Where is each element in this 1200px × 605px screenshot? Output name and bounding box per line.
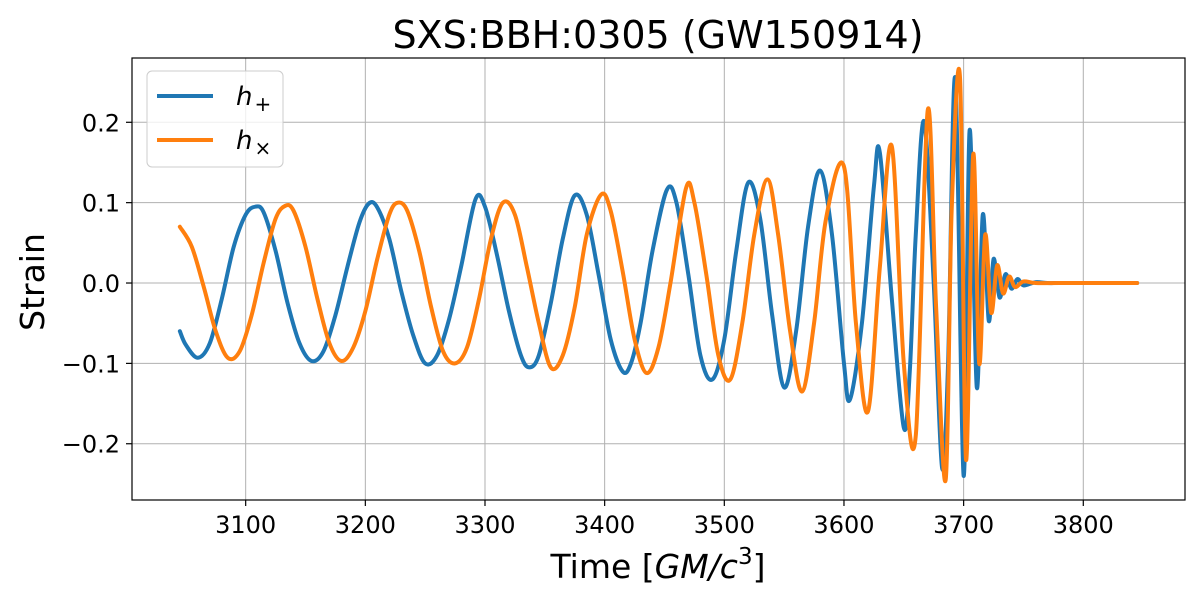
x-axis-label-suffix: ] xyxy=(753,547,766,586)
y-axis: −0.2 −0.1 0.0 0.1 0.2 xyxy=(62,109,132,459)
series-line-hplus xyxy=(177,75,1140,478)
grid xyxy=(132,58,1185,500)
x-tick-label: 3200 xyxy=(335,511,396,539)
x-axis-label-italic: GM/c xyxy=(655,547,738,586)
plot-area xyxy=(132,58,1185,500)
y-tick-label: −0.1 xyxy=(62,350,120,378)
x-tick-label: 3600 xyxy=(813,511,874,539)
x-axis-label: Time [GM/c3] xyxy=(550,544,766,586)
series-layer xyxy=(177,66,1140,484)
legend-label-hcross-sub: × xyxy=(254,136,271,160)
series-line-hcross xyxy=(177,66,1140,484)
x-axis-label-prefix: Time [ xyxy=(550,547,655,586)
legend-label-hplus-symbol: h xyxy=(236,82,252,112)
x-tick-label: 3800 xyxy=(1053,511,1114,539)
legend-label-hcross-symbol: h xyxy=(236,126,252,156)
x-axis-label-superscript: 3 xyxy=(738,544,753,570)
y-tick-label: 0.0 xyxy=(82,270,120,298)
legend: h + h × xyxy=(146,70,284,168)
y-axis-label: Strain xyxy=(13,233,52,331)
x-tick-label: 3500 xyxy=(694,511,755,539)
chart-title: SXS:BBH:0305 (GW150914) xyxy=(392,13,923,57)
legend-label-hplus: h + xyxy=(236,82,271,116)
x-tick-label: 3700 xyxy=(933,511,994,539)
x-tick-label: 3300 xyxy=(454,511,515,539)
plot-frame xyxy=(131,57,1186,501)
legend-label-hplus-sub: + xyxy=(254,92,271,116)
y-tick-label: 0.1 xyxy=(82,190,120,218)
legend-label-hcross: h × xyxy=(236,126,271,160)
y-tick-label: 0.2 xyxy=(82,109,120,137)
x-axis: 3100 3200 3300 3400 3500 3600 3700 3800 xyxy=(215,500,1114,539)
x-tick-label: 3400 xyxy=(574,511,635,539)
x-tick-label: 3100 xyxy=(215,511,276,539)
y-tick-label: −0.2 xyxy=(62,431,120,459)
